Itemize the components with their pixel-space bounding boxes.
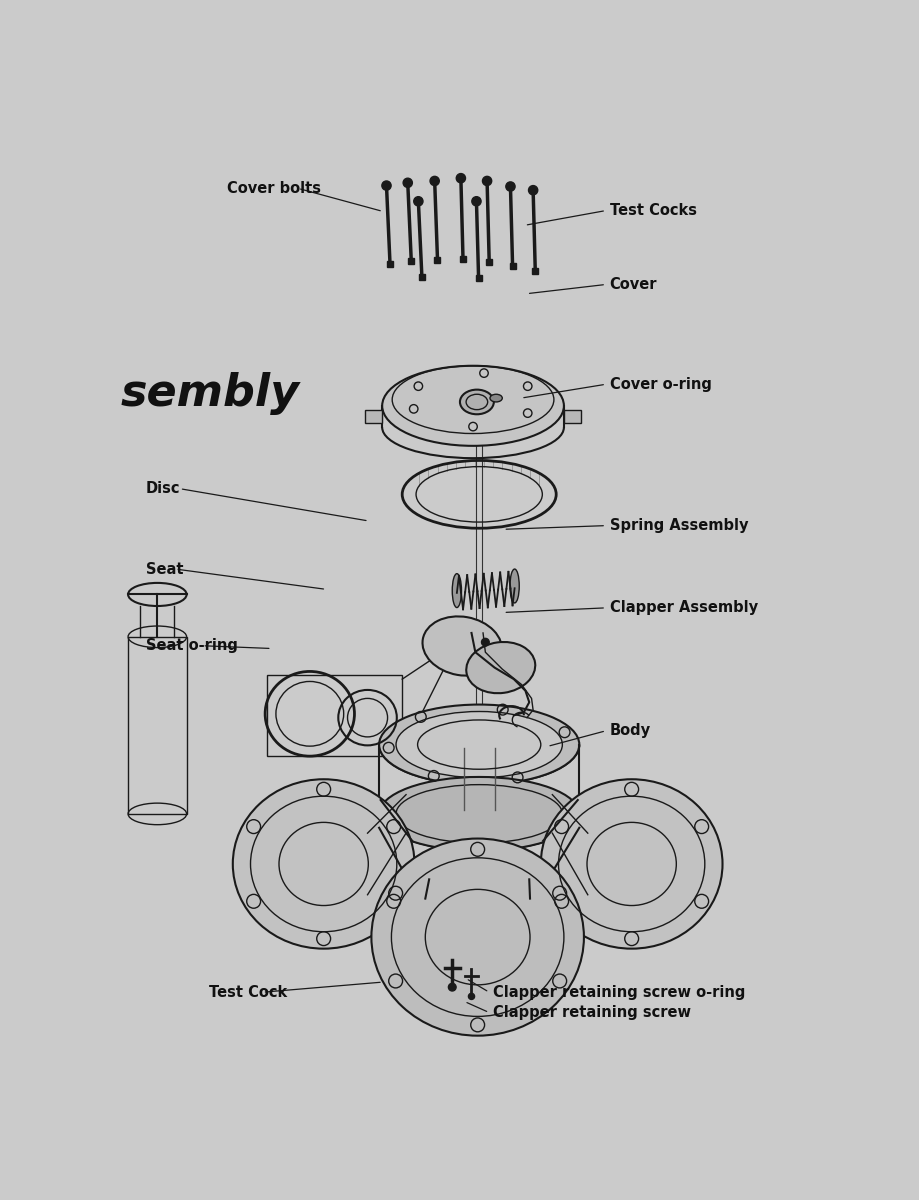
Ellipse shape — [422, 617, 502, 676]
Ellipse shape — [490, 395, 502, 402]
Circle shape — [528, 186, 538, 194]
Circle shape — [381, 181, 391, 190]
Text: Clapper retaining screw o-ring: Clapper retaining screw o-ring — [493, 985, 744, 1000]
Ellipse shape — [381, 366, 563, 446]
Polygon shape — [365, 409, 381, 422]
Text: Clapper Assembly: Clapper Assembly — [609, 600, 757, 616]
Ellipse shape — [395, 712, 562, 778]
Text: Cover: Cover — [609, 277, 656, 292]
Ellipse shape — [460, 390, 494, 414]
Circle shape — [468, 994, 474, 1000]
Text: Cover bolts: Cover bolts — [227, 181, 321, 196]
Text: Seat: Seat — [145, 562, 183, 576]
Text: Test Cock: Test Cock — [210, 985, 288, 1000]
Text: Cover o-ring: Cover o-ring — [609, 377, 710, 391]
Ellipse shape — [509, 569, 518, 602]
Circle shape — [403, 178, 412, 187]
Ellipse shape — [371, 839, 584, 1036]
Polygon shape — [563, 409, 580, 422]
Circle shape — [448, 983, 456, 991]
Text: Body: Body — [609, 724, 650, 738]
Ellipse shape — [233, 779, 414, 949]
Circle shape — [505, 182, 515, 191]
Text: Disc: Disc — [145, 481, 180, 496]
Circle shape — [471, 197, 481, 206]
Text: Seat o-ring: Seat o-ring — [145, 638, 237, 653]
Text: Clapper retaining screw: Clapper retaining screw — [493, 1006, 690, 1020]
Circle shape — [456, 174, 465, 182]
Ellipse shape — [379, 704, 579, 785]
Circle shape — [481, 638, 489, 646]
Circle shape — [414, 197, 423, 206]
Ellipse shape — [466, 642, 535, 694]
Circle shape — [429, 176, 438, 186]
Circle shape — [482, 176, 491, 186]
Ellipse shape — [452, 574, 461, 607]
Text: Spring Assembly: Spring Assembly — [609, 518, 747, 533]
Text: Test Cocks: Test Cocks — [609, 203, 696, 218]
Ellipse shape — [540, 779, 721, 949]
Text: sembly: sembly — [120, 372, 300, 415]
Ellipse shape — [379, 776, 579, 851]
